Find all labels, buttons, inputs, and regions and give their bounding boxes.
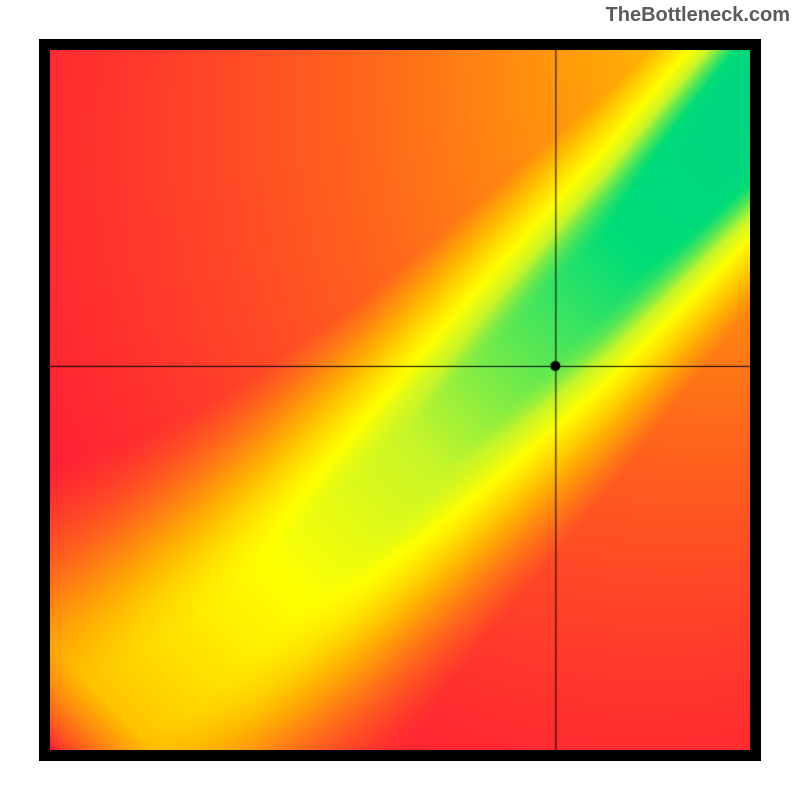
chart-container: TheBottleneck.com [0, 0, 800, 800]
heatmap-canvas [50, 50, 750, 750]
watermark-text: TheBottleneck.com [606, 4, 790, 27]
heatmap-plot-border [39, 39, 761, 761]
